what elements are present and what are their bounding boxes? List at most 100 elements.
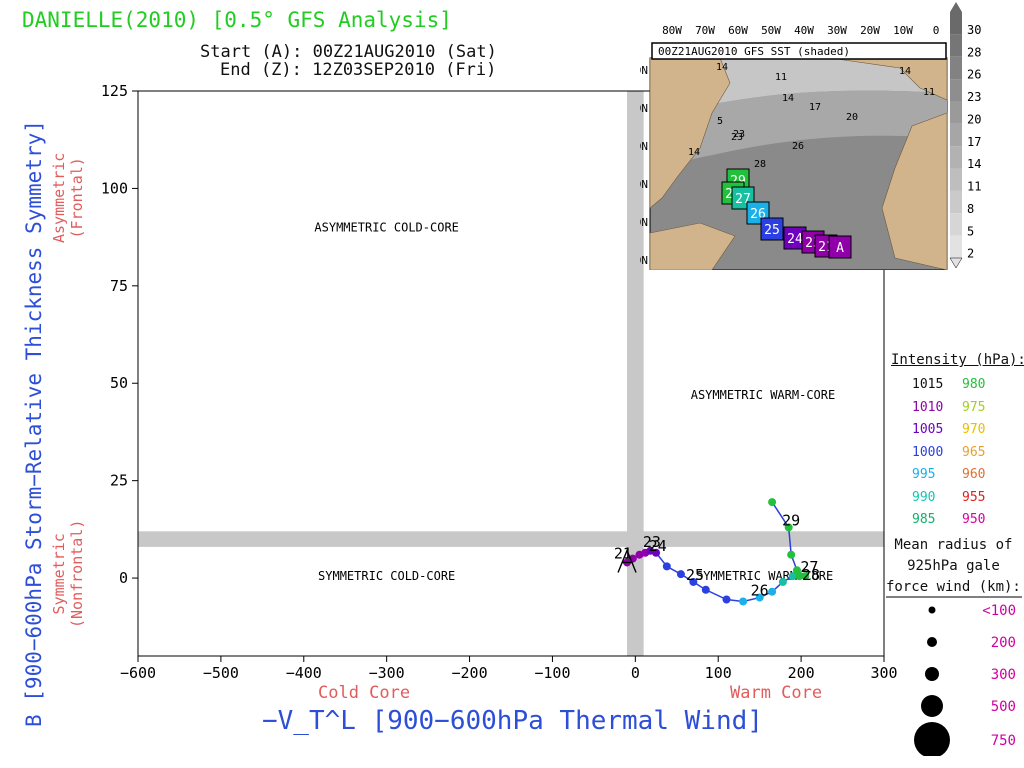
colorbar-label: 17 bbox=[967, 135, 981, 149]
colorbar-label: 30 bbox=[967, 23, 981, 37]
x-side-label-warm: Warm Core bbox=[730, 683, 823, 703]
quadrant-label: ASYMMETRIC COLD-CORE bbox=[314, 220, 459, 234]
start-time: Start (A): 00Z21AUG2010 (Sat) bbox=[200, 42, 497, 62]
inset-lat-label: 10N bbox=[640, 254, 648, 267]
radius-legend-circle bbox=[925, 667, 939, 681]
inset-lon-label: 80W bbox=[662, 24, 682, 37]
colorbar-label: 26 bbox=[967, 68, 981, 82]
radius-legend-circle bbox=[927, 637, 937, 647]
y-tick-label: 0 bbox=[119, 569, 128, 587]
sst-contour-label: 14 bbox=[688, 147, 700, 158]
radius-legend: <100 200 300 500 750 bbox=[886, 596, 1022, 756]
x-side-label-cold: Cold Core bbox=[318, 683, 411, 703]
track-day-label: 21 bbox=[614, 545, 632, 563]
x-tick-label: 200 bbox=[788, 664, 815, 682]
colorbar-label: 11 bbox=[967, 180, 981, 194]
intensity-legend-value: 995 bbox=[912, 467, 936, 482]
colorbar-label: 5 bbox=[967, 224, 974, 238]
track-point bbox=[801, 572, 810, 581]
track-day-label: 27 bbox=[800, 558, 818, 576]
radius-legend-circle bbox=[914, 722, 950, 756]
sst-contour-label: 14 bbox=[716, 62, 728, 73]
x-tick-label: −100 bbox=[534, 664, 570, 682]
inset-lat-label: 20N bbox=[640, 216, 648, 229]
radius-legend-label: <100 bbox=[982, 603, 1016, 619]
sst-contour-label: 5 bbox=[717, 116, 723, 127]
inset-sst-map: 00Z21AUG2010 GFS SST (shaded)80W 70W 60W 50… bbox=[640, 2, 981, 270]
y-tick-label: 50 bbox=[110, 374, 128, 392]
vertical-zero-band bbox=[627, 91, 644, 656]
sst-contour-label: 14 bbox=[899, 66, 911, 77]
colorbar-segment bbox=[950, 56, 962, 80]
sst-contour-label: 28 bbox=[754, 159, 766, 170]
colorbar-segment bbox=[950, 235, 962, 258]
sst-contour-label: 20 bbox=[846, 112, 858, 123]
intensity-legend-value: 950 bbox=[962, 512, 986, 527]
colorbar-segment bbox=[950, 101, 962, 124]
track-point bbox=[701, 585, 710, 594]
track-day-label: 26 bbox=[751, 582, 769, 600]
inset-track-box-label: A bbox=[836, 241, 844, 256]
colorbar-segment bbox=[950, 146, 962, 169]
colorbar-segment bbox=[950, 12, 962, 35]
inset-lon-label: 70W bbox=[695, 24, 715, 37]
colorbar-segment bbox=[950, 190, 962, 214]
radius-legend-label: 200 bbox=[991, 635, 1016, 651]
intensity-legend-value: 955 bbox=[962, 489, 986, 505]
track-point bbox=[662, 562, 671, 571]
colorbar-label: 28 bbox=[967, 45, 981, 59]
end-time: End (Z): 12Z03SEP2010 (Fri) bbox=[220, 60, 497, 80]
inset-lon-label: 50W bbox=[761, 24, 781, 37]
x-tick-label: −600 bbox=[120, 664, 156, 682]
inset-lon-label: 10W bbox=[893, 24, 913, 37]
track-point bbox=[676, 570, 685, 579]
y-tick-label: 75 bbox=[110, 277, 128, 295]
colorbar-label: 8 bbox=[967, 202, 974, 216]
radius-legend-label: 500 bbox=[991, 699, 1016, 715]
track-day-label: 23 bbox=[643, 533, 661, 551]
radius-legend-label: 300 bbox=[991, 667, 1016, 683]
caribbean-land bbox=[649, 222, 736, 270]
x-tick-label: 0 bbox=[631, 664, 640, 682]
track-point bbox=[755, 593, 764, 602]
colorbar-top-cap bbox=[950, 2, 962, 12]
x-axis-label: −V_T^L [900−600hPa Thermal Wind] bbox=[262, 706, 763, 736]
radius-legend-circle bbox=[928, 606, 936, 614]
intensity-legend-value: 965 bbox=[962, 444, 986, 460]
north-america-land bbox=[649, 57, 731, 209]
x-tick-label: −300 bbox=[369, 664, 405, 682]
intensity-legend-value: 960 bbox=[962, 467, 986, 482]
quadrant-label: ASYMMETRIC WARM-CORE bbox=[691, 388, 836, 402]
track-day-label: 24 bbox=[649, 537, 667, 555]
inset-lat-label: 30N bbox=[640, 178, 648, 191]
sst-contour-label: 17 bbox=[809, 102, 821, 113]
track-point bbox=[722, 595, 731, 604]
radius-legend-circle bbox=[921, 695, 943, 717]
intensity-legend-value: 980 bbox=[962, 377, 986, 392]
colorbar-segment bbox=[950, 123, 962, 147]
track-day-label: 29 bbox=[782, 511, 800, 529]
inset-lon-label: 60W bbox=[728, 24, 748, 37]
radius-legend-label: 750 bbox=[991, 733, 1016, 749]
sst-contour-label: 11 bbox=[923, 87, 935, 98]
inset-lat-label: 40N bbox=[640, 140, 648, 153]
inset-lon-label: 0 bbox=[933, 24, 940, 37]
horizontal-symmetry-band bbox=[138, 531, 884, 547]
plot-frame bbox=[137, 90, 885, 657]
track-day-label: 28 bbox=[802, 566, 820, 584]
sst-contour-label: 23 bbox=[731, 132, 743, 143]
quadrant-label: SYMMETRIC COLD-CORE bbox=[318, 569, 455, 583]
track-point bbox=[787, 550, 796, 559]
sst-mid-region bbox=[650, 90, 947, 168]
y-tick-label: 25 bbox=[110, 472, 128, 490]
y-tick-label: 125 bbox=[101, 82, 128, 100]
inset-title-box bbox=[651, 42, 947, 60]
sst-contour-label: 11 bbox=[775, 72, 787, 83]
sst-contour-label: 26 bbox=[792, 141, 804, 152]
track-point bbox=[778, 577, 787, 586]
track-point bbox=[768, 587, 777, 596]
track-day-label: 25 bbox=[686, 566, 704, 584]
colorbar-segment bbox=[950, 79, 962, 102]
x-tick-label: 100 bbox=[705, 664, 732, 682]
